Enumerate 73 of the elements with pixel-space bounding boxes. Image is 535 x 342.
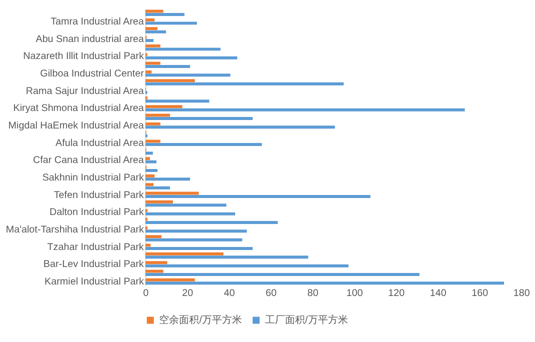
bar [145,278,195,282]
bar [145,56,238,60]
bar [145,256,308,259]
bar [145,126,335,129]
x-tick-label: 80 [307,288,319,300]
bar [145,195,370,198]
bar [145,221,278,224]
x-tick-label: 0 [143,288,150,300]
bar [145,108,465,112]
y-tick-label: Tefen Industrial Park [54,190,144,201]
bar [145,48,221,51]
x-tick-label: 40 [224,288,236,300]
x-tick-label: 180 [513,288,530,300]
bar [145,178,190,181]
bar [145,143,262,146]
bar [145,264,349,268]
y-tick-label: Nazareth Illit Industrial Park [23,51,144,62]
bar [145,230,247,233]
bar [145,183,154,186]
bar [145,27,158,30]
bar [145,273,420,276]
bar [145,152,153,155]
bar [145,117,253,120]
x-tick-label: 100 [346,288,364,300]
bar [145,282,504,285]
legend-label: 工厂面积/万平方米 [265,314,348,326]
bar [145,30,166,34]
y-tick-label: Bar-Lev Industrial Park [43,259,144,270]
y-tick-label: Abu Snan industrial area [36,34,144,45]
y-tick-label: Dalton Industrial Park [49,207,144,218]
x-tick-label: 20 [182,288,194,300]
bar [145,82,344,86]
bar [145,18,155,22]
y-tick-label: Afula Industrial Area [55,138,144,149]
bar [145,70,152,74]
bar [145,65,190,68]
x-tick-label: 140 [430,288,447,300]
y-tick-label: Sakhnin Industrial Park [42,172,144,184]
x-tick-label: 160 [472,288,489,300]
bar [145,200,173,204]
bar [145,105,182,108]
bar [145,44,160,48]
bar [145,204,226,207]
x-tick-label: 60 [266,288,278,300]
y-tick-label: Tzahar Industrial Park [47,242,144,253]
bar [145,157,150,160]
y-tick-label: Gilboa Industrial Center [40,68,145,80]
bar [145,252,224,256]
bar [145,160,156,164]
y-tick-label: Ma'alot-Tarshiha Industrial Park [6,224,144,236]
bar [145,74,230,77]
y-tick-label: Rama Sajur Industrial Area [26,86,144,97]
y-tick-label: Migdal HaEmek Industrial Area [8,120,144,132]
bar [145,247,253,250]
bar [145,169,158,172]
y-tick-label: Cfar Cana Industrial Area [32,155,144,166]
y-tick-label: Kiryat Shmona Industrial Area [13,103,144,114]
bar [145,100,210,103]
bar [145,79,195,82]
bar [145,174,155,178]
bar [145,238,242,242]
bar [145,235,162,238]
bar [145,212,236,216]
bar [145,122,160,126]
bar [145,261,168,264]
bar [145,186,170,190]
legend-label: 空余面积/万平方米 [159,314,242,326]
bar [145,22,197,25]
bar [145,13,184,16]
y-tick-label: Tamra Industrial Area [50,16,144,28]
bar [145,39,154,42]
y-tick-label: Karmiel Industrial Park [44,276,144,288]
x-tick-label: 120 [388,288,406,300]
